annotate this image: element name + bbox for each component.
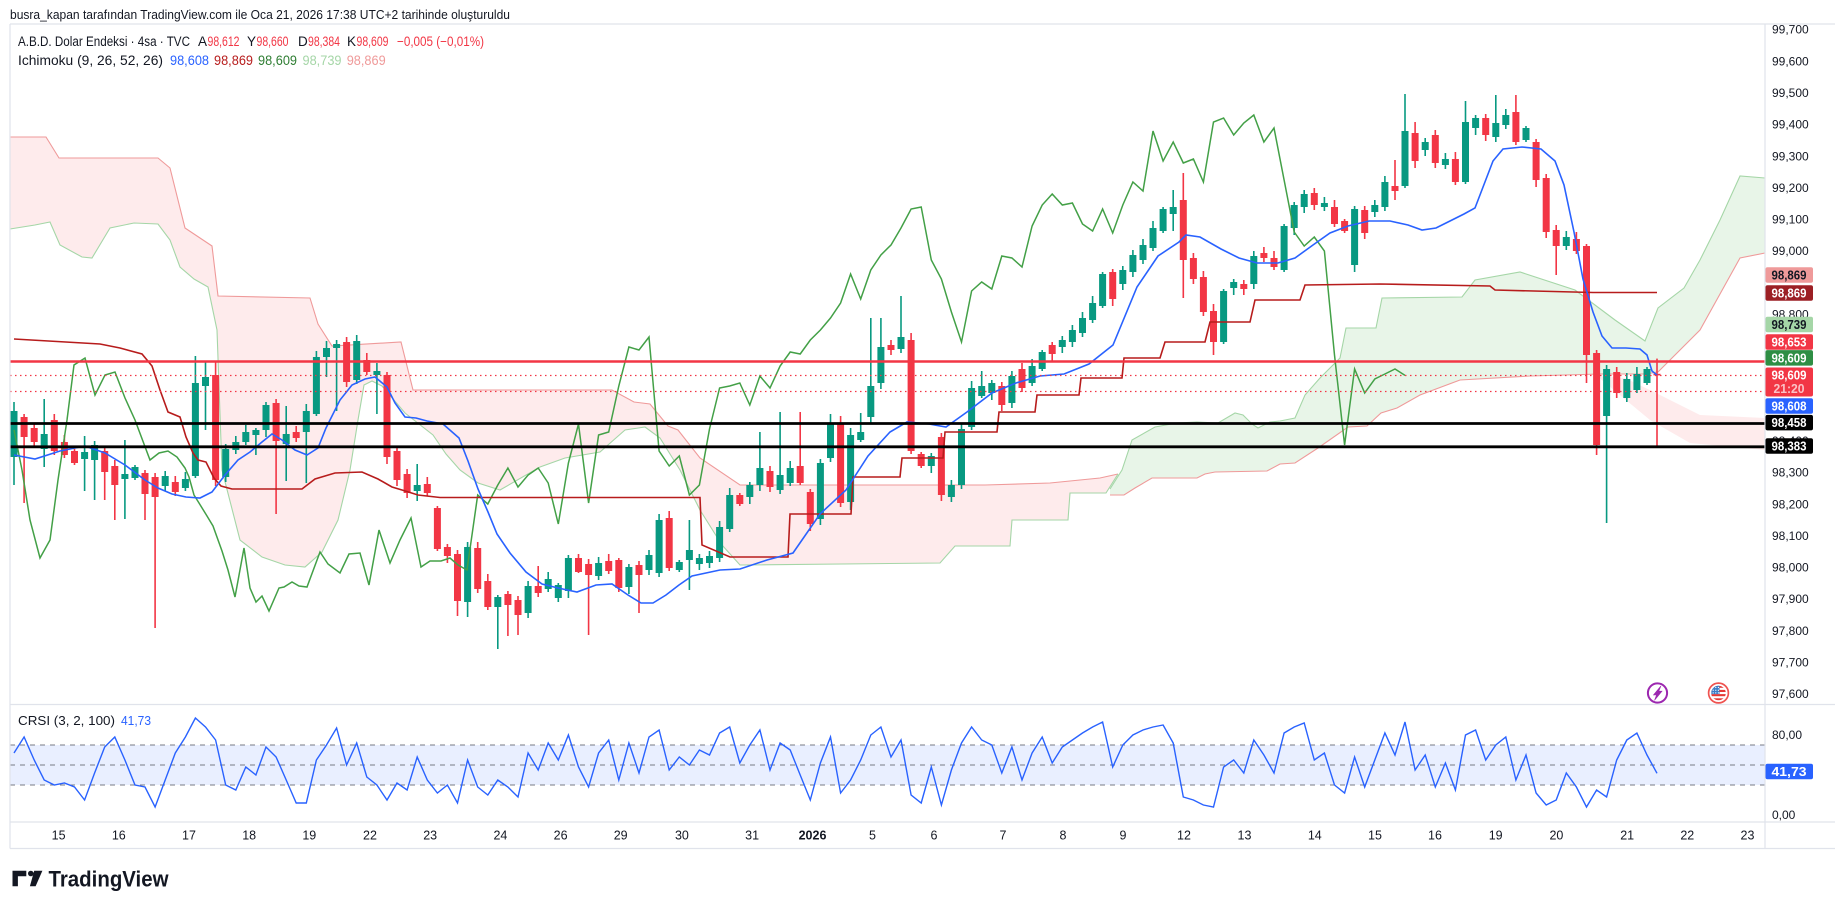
svg-text:97,800: 97,800	[1772, 624, 1809, 638]
svg-text:D: D	[298, 34, 308, 49]
svg-text:98,739: 98,739	[303, 53, 342, 68]
svg-text:98,383: 98,383	[1772, 440, 1807, 454]
svg-text:99,300: 99,300	[1772, 149, 1809, 163]
svg-text:98,653: 98,653	[1772, 336, 1807, 350]
svg-text:15: 15	[1368, 829, 1382, 843]
svg-text:8: 8	[1060, 829, 1067, 843]
svg-text:41,73: 41,73	[121, 713, 151, 728]
svg-text:30: 30	[675, 829, 689, 843]
svg-text:Ichimoku (9, 26, 52, 26): Ichimoku (9, 26, 52, 26)	[18, 53, 163, 68]
svg-text:29: 29	[614, 829, 628, 843]
svg-text:12: 12	[1177, 829, 1191, 843]
svg-text:21:20: 21:20	[1774, 382, 1805, 396]
svg-text:99,000: 99,000	[1772, 244, 1809, 258]
svg-text:18: 18	[242, 829, 256, 843]
svg-text:98,609: 98,609	[1772, 351, 1807, 365]
svg-text:97,600: 97,600	[1772, 687, 1809, 701]
svg-text:98,609: 98,609	[357, 34, 389, 49]
svg-text:16: 16	[112, 829, 126, 843]
svg-text:Y: Y	[247, 34, 256, 49]
svg-text:98,200: 98,200	[1772, 497, 1809, 511]
svg-text:14: 14	[1308, 829, 1322, 843]
svg-text:97,700: 97,700	[1772, 656, 1809, 670]
svg-text:7: 7	[1000, 829, 1007, 843]
svg-text:busra_kapan tarafından Trading: busra_kapan tarafından TradingView.com i…	[10, 7, 510, 22]
svg-text:0,00: 0,00	[1772, 808, 1796, 822]
svg-text:9: 9	[1120, 829, 1127, 843]
svg-text:K: K	[347, 34, 356, 49]
svg-text:23: 23	[1741, 829, 1755, 843]
svg-text:98,660: 98,660	[257, 34, 289, 49]
svg-text:A.B.D. Dolar Endeksi · 4sa · T: A.B.D. Dolar Endeksi · 4sa · TVC	[18, 34, 190, 49]
svg-text:98,608: 98,608	[170, 53, 209, 68]
svg-text:98,608: 98,608	[1772, 400, 1807, 414]
svg-text:98,869: 98,869	[347, 53, 386, 68]
svg-text:21: 21	[1620, 829, 1634, 843]
svg-text:19: 19	[302, 829, 316, 843]
svg-text:98,458: 98,458	[1772, 416, 1807, 430]
svg-text:99,400: 99,400	[1772, 118, 1809, 132]
svg-text:17: 17	[182, 829, 196, 843]
svg-text:TradingView: TradingView	[49, 867, 169, 892]
svg-text:6: 6	[931, 829, 938, 843]
svg-text:13: 13	[1238, 829, 1252, 843]
svg-text:99,600: 99,600	[1772, 54, 1809, 68]
svg-text:98,739: 98,739	[1772, 318, 1807, 332]
svg-text:15: 15	[52, 829, 66, 843]
svg-text:98,100: 98,100	[1772, 529, 1809, 543]
svg-text:99,500: 99,500	[1772, 86, 1809, 100]
svg-text:26: 26	[554, 829, 568, 843]
svg-text:98,000: 98,000	[1772, 561, 1809, 575]
svg-text:98,384: 98,384	[308, 34, 340, 49]
svg-text:CRSI (3, 2, 100): CRSI (3, 2, 100)	[18, 713, 115, 728]
svg-text:5: 5	[869, 829, 876, 843]
svg-text:99,700: 99,700	[1772, 23, 1809, 37]
svg-text:16: 16	[1428, 829, 1442, 843]
svg-text:A: A	[198, 34, 207, 49]
svg-text:98,869: 98,869	[1772, 287, 1807, 301]
svg-text:−0,005 (−0,01%): −0,005 (−0,01%)	[397, 34, 484, 49]
svg-text:2026: 2026	[799, 829, 827, 843]
svg-text:22: 22	[363, 829, 377, 843]
svg-text:98,609: 98,609	[258, 53, 297, 68]
svg-text:23: 23	[423, 829, 437, 843]
svg-text:98,869: 98,869	[1772, 269, 1807, 283]
svg-text:24: 24	[493, 829, 507, 843]
svg-text:20: 20	[1549, 829, 1563, 843]
svg-text:98,869: 98,869	[214, 53, 253, 68]
svg-text:98,609: 98,609	[1772, 369, 1807, 383]
svg-text:97,900: 97,900	[1772, 592, 1809, 606]
svg-text:98,300: 98,300	[1772, 466, 1809, 480]
svg-text:22: 22	[1680, 829, 1694, 843]
svg-text:99,200: 99,200	[1772, 181, 1809, 195]
svg-text:80,00: 80,00	[1772, 728, 1802, 742]
svg-text:31: 31	[745, 829, 759, 843]
svg-text:19: 19	[1489, 829, 1503, 843]
svg-text:41,73: 41,73	[1772, 765, 1807, 779]
svg-text:98,612: 98,612	[208, 34, 240, 49]
svg-text:99,100: 99,100	[1772, 213, 1809, 227]
